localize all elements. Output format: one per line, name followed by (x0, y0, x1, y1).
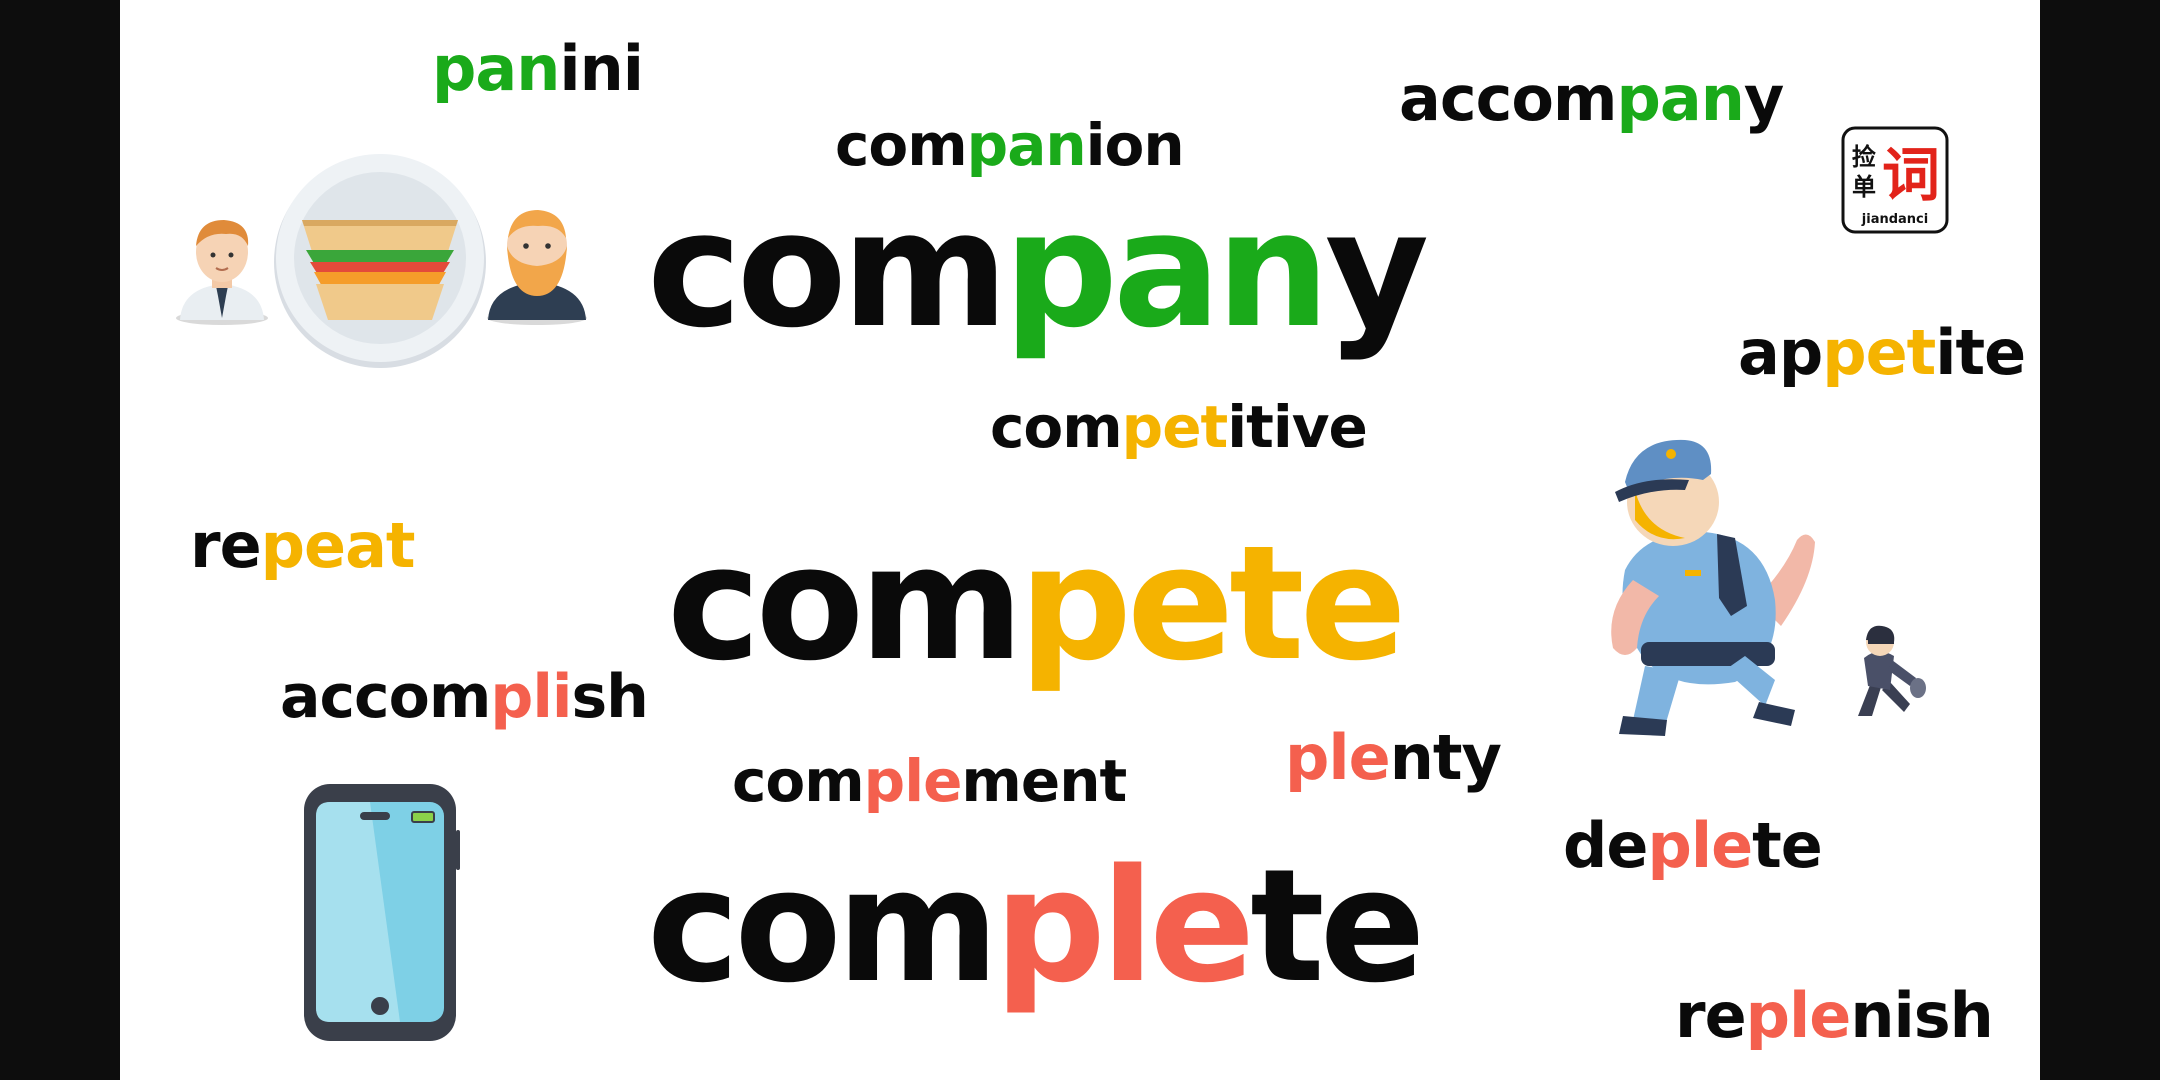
compete-segment: com (667, 512, 1024, 696)
word-repeat: repeat (190, 515, 416, 577)
word-replenish: replenish (1675, 985, 1994, 1047)
word-compete: compete (667, 525, 1407, 683)
panini-segment: ini (559, 32, 644, 105)
replenish-segment: nish (1850, 979, 1993, 1052)
replenish-segment: re (1675, 979, 1747, 1052)
companion-segment: ion (1085, 111, 1185, 179)
repeat-segment: peat (260, 509, 416, 582)
panini-segment: pan (432, 32, 560, 105)
logo-glyph-1: 捡 (1852, 143, 1876, 171)
word-deplete: deplete (1563, 815, 1823, 877)
word-accompany: accompany (1399, 68, 1784, 130)
smartphone-icon (300, 780, 460, 1045)
word-complement: complement (732, 752, 1127, 810)
appetite-segment: pet (1822, 316, 1936, 389)
plenty-segment: ple (1285, 721, 1391, 794)
competitive-segment: itive (1227, 393, 1368, 461)
word-competitive: competitive (990, 398, 1368, 456)
accomplish-segment: sh (571, 662, 648, 732)
appetite-segment: ap (1738, 316, 1823, 389)
deplete-segment: te (1752, 809, 1823, 882)
complete-segment: com (647, 835, 999, 1017)
companion-segment: com (835, 111, 968, 179)
bearded-man-icon (482, 200, 592, 325)
accompany-segment: pan (1616, 62, 1745, 135)
word-accomplish: accomplish (280, 667, 649, 727)
companion-segment: pan (966, 111, 1087, 179)
deplete-segment: de (1563, 809, 1648, 882)
accompany-segment: accom (1399, 62, 1618, 135)
logo-glyph-3: 词 (1882, 141, 1940, 209)
complement-segment: ple (863, 747, 963, 815)
accompany-segment: y (1743, 62, 1784, 135)
company-segment: pan (1003, 176, 1329, 363)
accomplish-segment: pli (490, 662, 572, 732)
jiandanci-logo: 捡 单 词 jiandanci (1840, 125, 1950, 235)
police-officer-chasing-icon (1585, 420, 1835, 750)
plenty-segment: nty (1389, 721, 1502, 794)
running-thief-icon (1838, 620, 1928, 720)
appetite-segment: ite (1935, 316, 2026, 389)
word-panini: panini (432, 38, 644, 100)
word-plenty: plenty (1285, 727, 1502, 789)
accomplish-segment: accom (280, 662, 491, 732)
compete-segment: pete (1018, 512, 1407, 696)
vocabulary-slide: panini companion accompany company appet… (120, 0, 2040, 1080)
logo-label: jiandanci (1861, 212, 1928, 227)
word-complete: complete (647, 848, 1426, 1004)
competitive-segment: pet (1121, 393, 1229, 461)
repeat-segment: re (190, 509, 262, 582)
word-appetite: appetite (1738, 322, 2026, 384)
word-companion: companion (835, 116, 1185, 174)
logo-glyph-2: 单 (1852, 173, 1876, 201)
complete-segment: te (1250, 835, 1425, 1017)
sandwich-plate-icon (270, 150, 490, 370)
deplete-segment: ple (1647, 809, 1753, 882)
word-company: company (647, 190, 1429, 350)
replenish-segment: ple (1745, 979, 1852, 1052)
company-segment: com (647, 176, 1008, 363)
complement-segment: com (732, 747, 865, 815)
company-segment: y (1324, 176, 1429, 363)
competitive-segment: com (990, 393, 1123, 461)
man-tie-icon (172, 210, 272, 325)
complement-segment: ment (961, 747, 1127, 815)
complete-segment: ple (994, 835, 1255, 1017)
